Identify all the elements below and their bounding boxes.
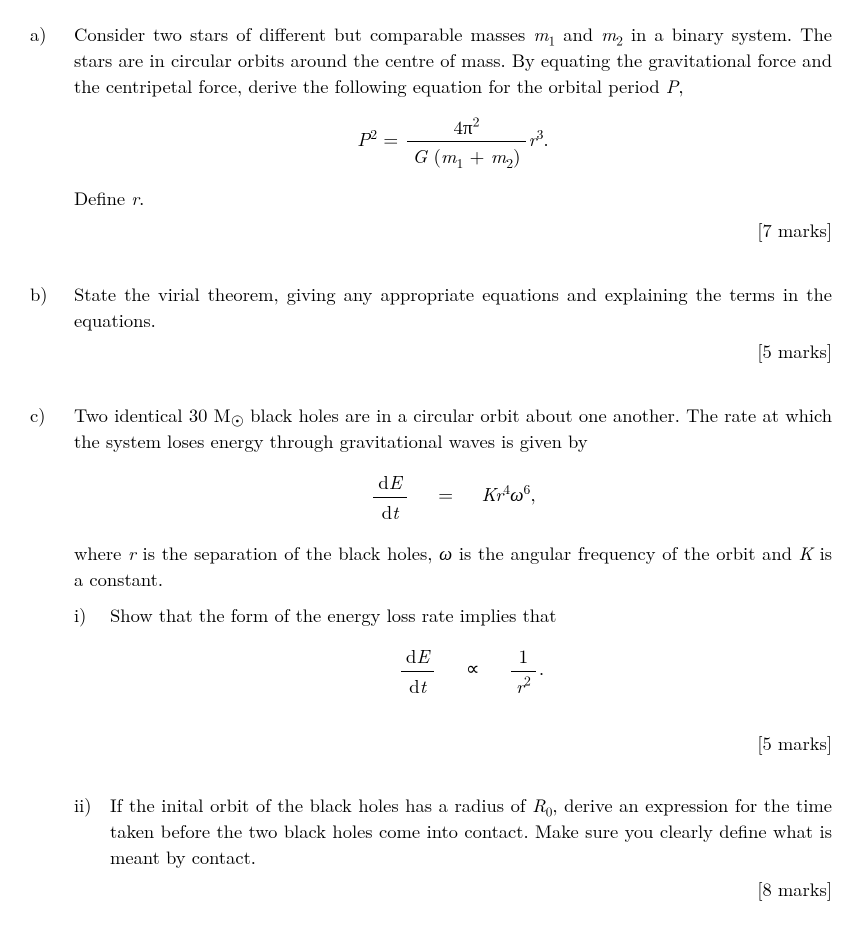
eq-fraction: 4π2G (m1 + m2)	[407, 114, 525, 170]
eq-num: 4π	[454, 113, 473, 140]
part-c-where: where r is the separation of the black h…	[74, 541, 832, 593]
equation-kepler: P2 = 4π2G (m1 + m2)r3.	[74, 114, 832, 170]
text: Define	[74, 185, 131, 211]
equation-gw: ddEEdt = Kr4ω6,	[74, 469, 832, 525]
math-r: r	[128, 540, 136, 566]
eq-dot: .	[539, 654, 544, 681]
part-c-i-body: Show that the form of the energy loss ra…	[110, 603, 832, 783]
eq-G: G	[412, 142, 427, 169]
eq-P: P	[357, 125, 370, 152]
part-a: a) Consider two stars of different but c…	[30, 22, 832, 270]
part-c-label: c)	[30, 403, 74, 908]
part-a-body: Consider two stars of different but comp…	[74, 22, 832, 270]
eq-r: r	[529, 125, 537, 152]
eq-plus: +	[463, 142, 490, 169]
part-c-intro: Two identical 30 M☉ black holes are in a…	[74, 403, 832, 455]
eq-equals: =	[438, 480, 453, 507]
text: is the angular frequency of the orbit an…	[452, 540, 798, 566]
part-b-text: State the virial theorem, giving any app…	[74, 282, 832, 334]
eq-r: r	[516, 672, 524, 699]
part-c-ii-body: If the inital orbit of the black holes h…	[110, 793, 832, 903]
text: Consider two stars of different but comp…	[74, 21, 533, 47]
eq-w: ω	[510, 480, 523, 507]
text: ,	[678, 73, 683, 99]
eq-comma: ,	[530, 480, 535, 507]
math-w: ω	[439, 540, 452, 566]
eq-r2: 2	[524, 670, 531, 689]
math-P: P	[666, 73, 679, 99]
part-c-ii-text: If the inital orbit of the black holes h…	[110, 793, 832, 871]
part-a-text: Consider two stars of different but comp…	[74, 22, 832, 100]
eq-open: (	[427, 142, 441, 169]
eq-equals: =	[377, 125, 404, 152]
eq-dot: .	[543, 125, 548, 152]
text: and	[555, 21, 601, 47]
part-b: b) State the virial theorem, giving any …	[30, 282, 832, 392]
eq-dEdt: ddEEdt	[373, 469, 406, 525]
text: is the separation of the black holes,	[136, 540, 439, 566]
eq-close: )	[513, 142, 520, 169]
text: where	[74, 540, 128, 566]
text: .	[139, 185, 144, 211]
part-b-body: State the virial theorem, giving any app…	[74, 282, 832, 392]
part-c-i-text: Show that the form of the energy loss ra…	[110, 603, 832, 629]
marks-a: [7 marks]	[74, 218, 832, 244]
math-K: K	[799, 540, 813, 566]
eq-P-sup: 2	[370, 124, 377, 143]
eq-K: K	[482, 480, 496, 507]
math-m1: m	[533, 21, 548, 47]
part-b-label: b)	[30, 282, 74, 392]
part-c-body: Two identical 30 M☉ black holes are in a…	[74, 403, 832, 908]
eq-num-1: 1	[511, 643, 536, 672]
part-c: c) Two identical 30 M☉ black holes are i…	[30, 403, 832, 908]
eq-m2: m	[491, 142, 507, 169]
math-r: r	[131, 185, 139, 211]
part-c-ii-label: ii)	[74, 793, 110, 903]
marks-c-ii: [8 marks]	[110, 877, 832, 903]
d: d	[378, 468, 389, 495]
text: If the inital orbit of the black holes h…	[110, 792, 532, 818]
part-c-i: i) Show that the form of the energy loss…	[74, 603, 832, 783]
part-c-i-label: i)	[74, 603, 110, 783]
part-a-label: a)	[30, 22, 74, 270]
marks-c-i: [5 marks]	[110, 731, 832, 757]
define-r: Define r.	[74, 186, 832, 212]
math-m2: m	[601, 21, 616, 47]
math-R0: R	[532, 792, 546, 818]
marks-b: [5 marks]	[74, 339, 832, 365]
text: Two identical 30 M	[74, 402, 231, 428]
eq-m1: m	[441, 142, 457, 169]
eq-num-sup: 2	[473, 111, 480, 130]
equation-prop: dEdt ∝ 1r2.	[110, 643, 832, 699]
eq-dEdt: dEdt	[401, 643, 434, 699]
eq-propto: ∝	[466, 654, 480, 681]
part-c-ii: ii) If the inital orbit of the black hol…	[74, 793, 832, 903]
eq-1-r2: 1r2	[511, 643, 536, 699]
